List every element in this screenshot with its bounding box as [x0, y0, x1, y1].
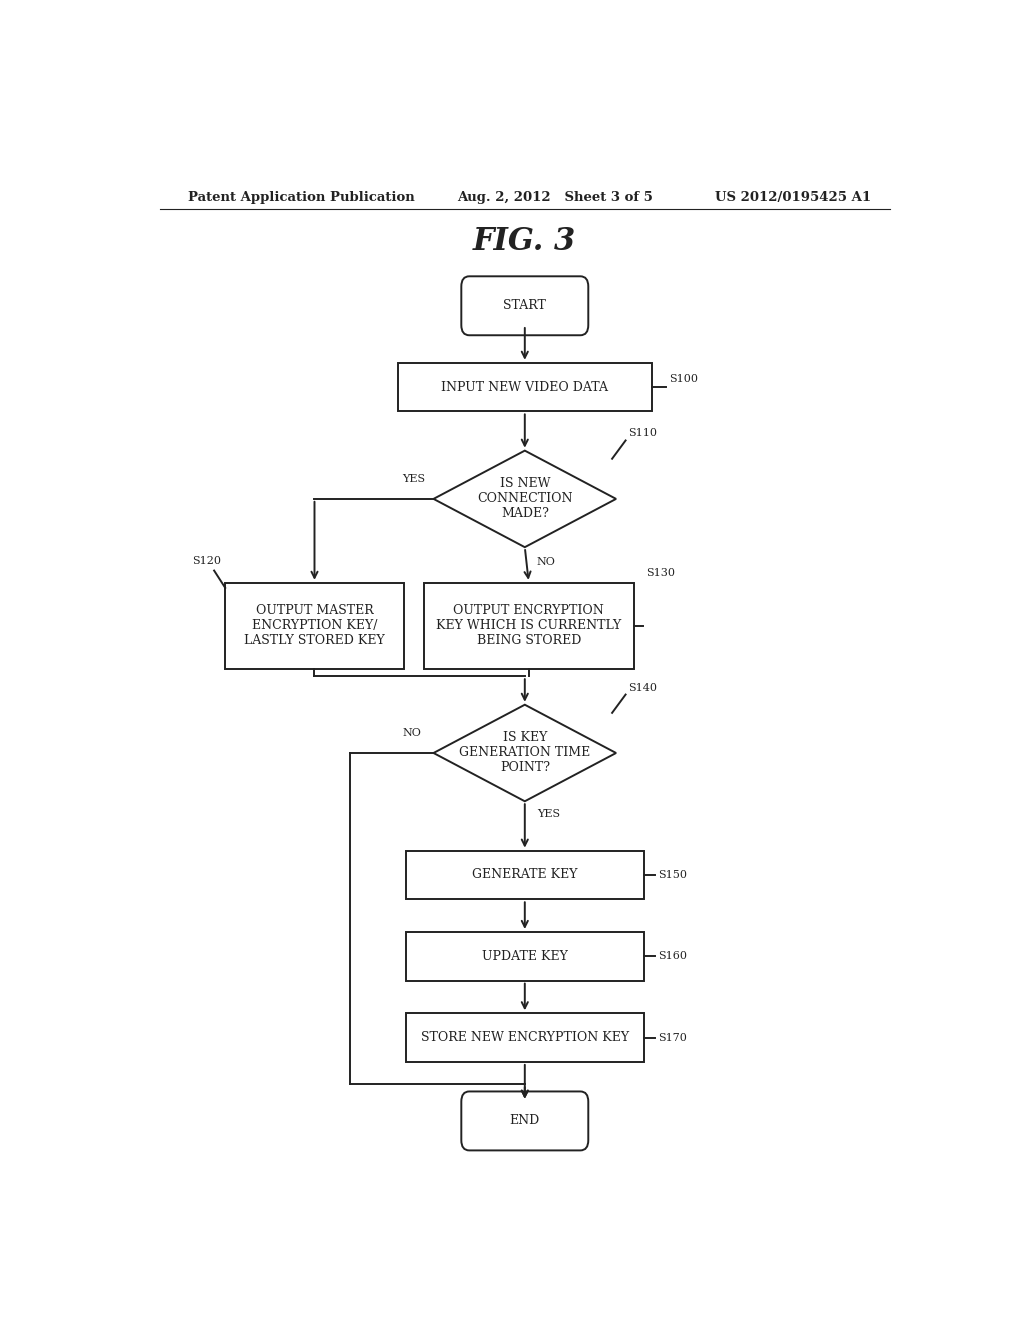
- Text: UPDATE KEY: UPDATE KEY: [482, 950, 567, 962]
- Text: S140: S140: [628, 682, 657, 693]
- Text: S130: S130: [646, 568, 675, 578]
- Text: STORE NEW ENCRYPTION KEY: STORE NEW ENCRYPTION KEY: [421, 1031, 629, 1044]
- Text: S120: S120: [193, 557, 221, 566]
- Text: START: START: [504, 300, 546, 313]
- Text: Aug. 2, 2012   Sheet 3 of 5: Aug. 2, 2012 Sheet 3 of 5: [458, 190, 653, 203]
- Bar: [406, 850, 644, 899]
- Polygon shape: [433, 705, 616, 801]
- Text: S110: S110: [628, 429, 657, 438]
- Text: OUTPUT ENCRYPTION
KEY WHICH IS CURRENTLY
BEING STORED: OUTPUT ENCRYPTION KEY WHICH IS CURRENTLY…: [436, 605, 622, 647]
- Bar: [406, 1014, 644, 1063]
- Text: INPUT NEW VIDEO DATA: INPUT NEW VIDEO DATA: [441, 380, 608, 393]
- Text: Patent Application Publication: Patent Application Publication: [187, 190, 415, 203]
- Text: OUTPUT MASTER
ENCRYPTION KEY/
LASTLY STORED KEY: OUTPUT MASTER ENCRYPTION KEY/ LASTLY STO…: [244, 605, 385, 647]
- Text: S150: S150: [658, 870, 687, 880]
- Text: IS NEW
CONNECTION
MADE?: IS NEW CONNECTION MADE?: [477, 478, 572, 520]
- Text: GENERATE KEY: GENERATE KEY: [472, 869, 578, 882]
- Bar: [406, 932, 644, 981]
- Bar: [397, 363, 651, 412]
- Text: FIG. 3: FIG. 3: [473, 226, 577, 257]
- Text: YES: YES: [402, 474, 426, 483]
- FancyBboxPatch shape: [461, 1092, 588, 1151]
- Text: END: END: [510, 1114, 540, 1127]
- Text: S100: S100: [670, 374, 698, 384]
- Text: NO: NO: [402, 727, 422, 738]
- Text: NO: NO: [537, 557, 556, 568]
- Bar: [225, 582, 403, 669]
- Text: S160: S160: [658, 952, 687, 961]
- FancyBboxPatch shape: [461, 276, 588, 335]
- Text: YES: YES: [537, 809, 560, 820]
- Bar: [424, 582, 634, 669]
- Text: US 2012/0195425 A1: US 2012/0195425 A1: [715, 190, 871, 203]
- Polygon shape: [433, 450, 616, 548]
- Text: S170: S170: [658, 1032, 687, 1043]
- Text: IS KEY
GENERATION TIME
POINT?: IS KEY GENERATION TIME POINT?: [459, 731, 591, 775]
